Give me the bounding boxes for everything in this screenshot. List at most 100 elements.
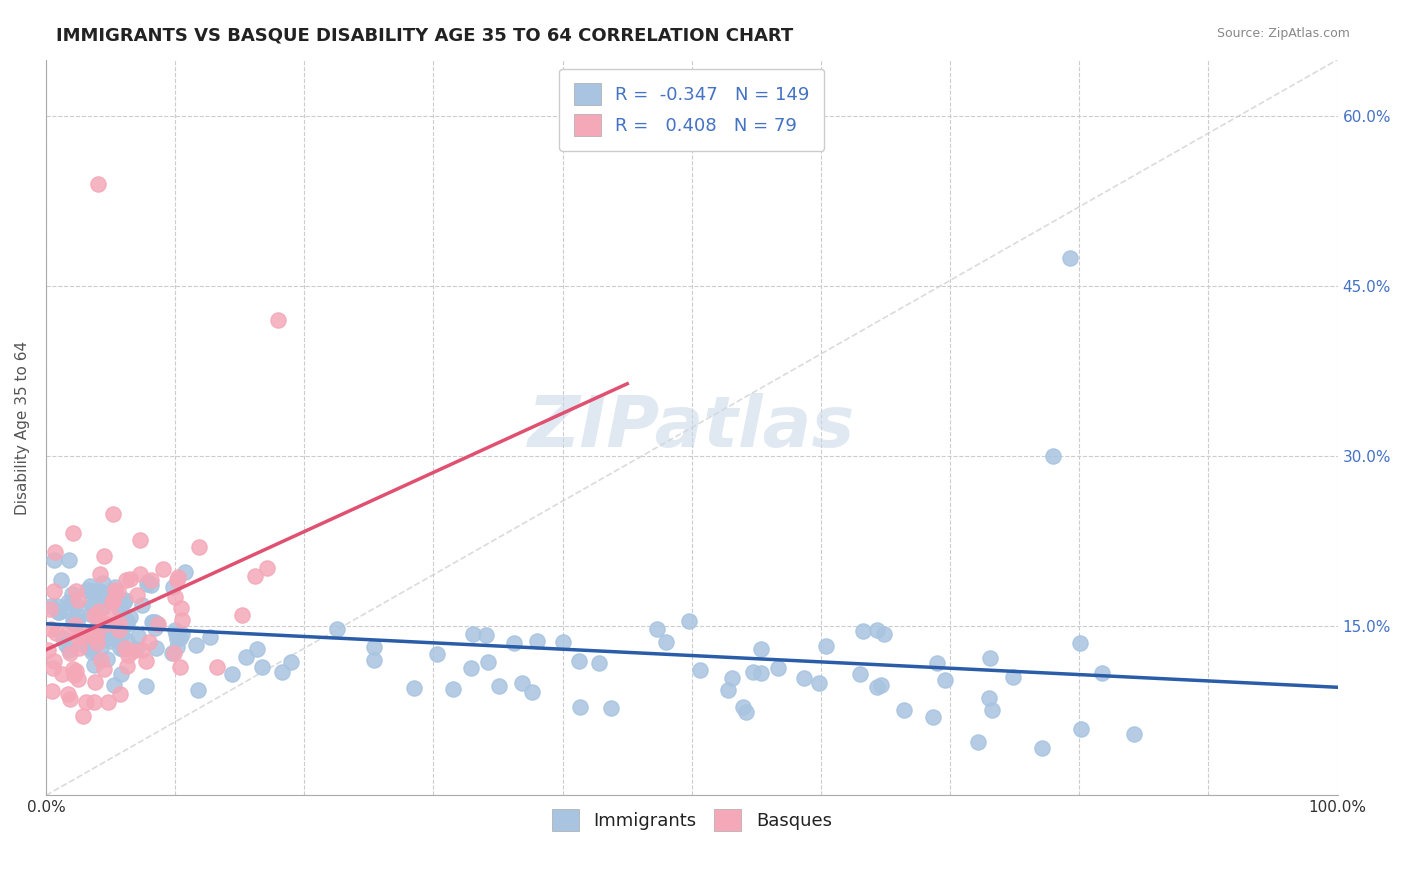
Point xyxy=(111,642,134,657)
Point xyxy=(101,609,124,624)
Point xyxy=(101,507,124,521)
Point xyxy=(94,616,117,631)
Point xyxy=(488,679,510,693)
Point xyxy=(87,603,110,617)
Point xyxy=(79,580,101,594)
Point xyxy=(104,582,127,597)
Point xyxy=(75,695,97,709)
Point xyxy=(280,655,302,669)
Legend: Immigrants, Basques: Immigrants, Basques xyxy=(537,794,846,846)
Y-axis label: Disability Age 35 to 64: Disability Age 35 to 64 xyxy=(15,341,30,515)
Point xyxy=(80,645,103,659)
Point xyxy=(101,621,124,635)
Point xyxy=(363,640,385,654)
Point xyxy=(460,661,482,675)
Point xyxy=(551,635,574,649)
Point xyxy=(108,615,131,630)
Point xyxy=(142,615,165,629)
Point xyxy=(115,616,138,631)
Point xyxy=(55,638,77,652)
Point xyxy=(83,695,105,709)
Point xyxy=(141,615,163,629)
Point xyxy=(934,673,956,687)
Point xyxy=(966,734,988,748)
Point xyxy=(111,627,134,641)
Point xyxy=(96,652,118,666)
Point xyxy=(101,630,124,644)
Point xyxy=(58,624,80,638)
Point xyxy=(766,661,789,675)
Point xyxy=(62,667,84,681)
Point xyxy=(59,692,82,706)
Point xyxy=(60,587,83,601)
Point xyxy=(136,577,159,591)
Point xyxy=(1091,666,1114,681)
Point xyxy=(141,578,163,592)
Point xyxy=(65,583,87,598)
Point xyxy=(83,675,105,690)
Point xyxy=(267,313,290,327)
Point xyxy=(1059,251,1081,265)
Point xyxy=(426,647,449,661)
Point xyxy=(131,598,153,612)
Point xyxy=(56,603,79,617)
Point xyxy=(129,567,152,582)
Point xyxy=(76,640,98,654)
Point xyxy=(59,596,82,610)
Point xyxy=(101,594,124,608)
Point xyxy=(118,610,141,624)
Point xyxy=(86,636,108,650)
Point xyxy=(91,591,114,605)
Point xyxy=(104,580,127,594)
Point xyxy=(198,631,221,645)
Point xyxy=(107,583,129,598)
Point xyxy=(143,615,166,629)
Point xyxy=(678,614,700,628)
Point xyxy=(80,626,103,640)
Point xyxy=(62,612,84,626)
Point xyxy=(165,627,187,641)
Text: Source: ZipAtlas.com: Source: ZipAtlas.com xyxy=(1216,27,1350,40)
Point xyxy=(152,562,174,576)
Point xyxy=(869,678,891,692)
Point xyxy=(503,635,526,649)
Point xyxy=(256,561,278,575)
Point xyxy=(146,617,169,632)
Point xyxy=(73,629,96,643)
Point xyxy=(80,596,103,610)
Point xyxy=(112,595,135,609)
Point xyxy=(97,695,120,709)
Point xyxy=(187,541,209,555)
Point xyxy=(72,637,94,651)
Point xyxy=(39,623,62,637)
Point xyxy=(166,640,188,655)
Point xyxy=(91,575,114,590)
Point xyxy=(80,641,103,656)
Point xyxy=(165,624,187,638)
Point xyxy=(115,659,138,673)
Point xyxy=(169,660,191,674)
Point xyxy=(127,629,149,643)
Point xyxy=(98,593,121,607)
Point xyxy=(1001,670,1024,684)
Point xyxy=(922,709,945,723)
Point xyxy=(42,661,65,675)
Point xyxy=(849,666,872,681)
Point xyxy=(66,593,89,607)
Point xyxy=(51,667,73,681)
Point xyxy=(45,626,67,640)
Point xyxy=(67,608,90,623)
Point xyxy=(166,574,188,588)
Point xyxy=(731,699,754,714)
Point xyxy=(89,583,111,598)
Point xyxy=(65,599,87,613)
Point xyxy=(58,595,80,609)
Point xyxy=(86,618,108,632)
Point xyxy=(93,549,115,564)
Point xyxy=(118,572,141,586)
Point xyxy=(138,635,160,649)
Point xyxy=(62,526,84,541)
Point xyxy=(110,604,132,618)
Point xyxy=(866,623,889,637)
Point xyxy=(568,654,591,668)
